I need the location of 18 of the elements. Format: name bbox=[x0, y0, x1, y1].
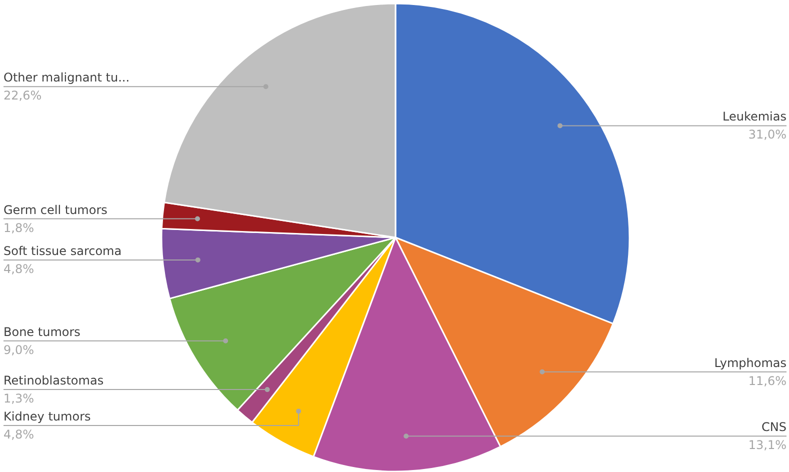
slice-label: CNS bbox=[762, 420, 787, 434]
slice-label: Retinoblastomas bbox=[4, 374, 104, 388]
data-label: 13,1% bbox=[748, 438, 787, 452]
slice-label: Soft tissue sarcoma bbox=[4, 244, 122, 258]
slice-label: Lymphomas bbox=[714, 356, 786, 370]
slice-label: Leukemias bbox=[722, 110, 787, 124]
data-label: 1,8% bbox=[4, 220, 34, 235]
data-label: 22,6% bbox=[4, 88, 42, 103]
slice-label: Bone tumors bbox=[4, 324, 80, 339]
data-label: 9,0% bbox=[4, 342, 34, 357]
data-label: 11,6% bbox=[748, 374, 787, 388]
data-label: 4,8% bbox=[4, 262, 34, 276]
data-label: 31,0% bbox=[748, 128, 787, 142]
data-label: 1,3% bbox=[4, 392, 34, 406]
slice-label: Germ cell tumors bbox=[4, 202, 108, 217]
slice-label: Other malignant tu... bbox=[4, 70, 130, 85]
data-label: 4,8% bbox=[4, 428, 34, 442]
slice-label: Kidney tumors bbox=[4, 410, 91, 424]
